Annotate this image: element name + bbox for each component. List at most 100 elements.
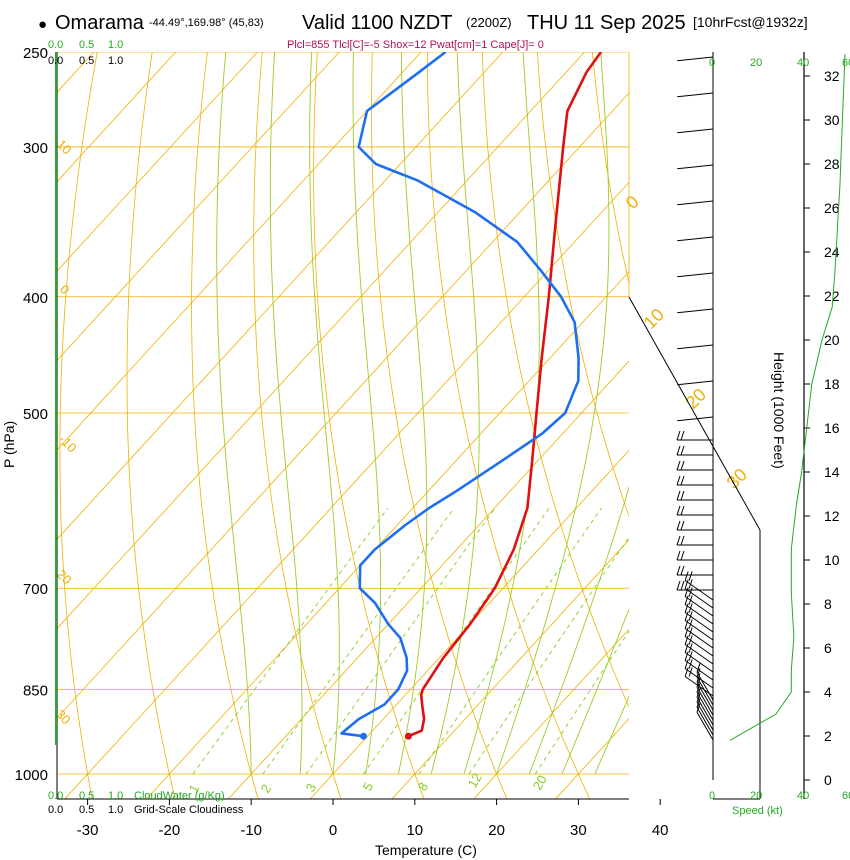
- wind-barb-18: [676, 535, 713, 546]
- moist-adiabat-16: [463, 52, 540, 775]
- wind-barb-8: [677, 344, 714, 350]
- moist-adiabat-label-0: 0: [622, 192, 643, 213]
- wind-barb-38: [696, 678, 714, 716]
- height-tick-8: 8: [824, 596, 832, 612]
- pressure-tick-400: 400: [23, 290, 48, 307]
- cloudwater-label: CloudWater (g/Kg): [134, 790, 225, 802]
- wind-barb-11: [676, 430, 713, 441]
- wind-barb-10: [677, 416, 714, 422]
- station-coords: -44.49°,169.98° (45,83): [149, 17, 264, 29]
- wind-barb-42: [696, 698, 714, 736]
- height-tick-32: 32: [824, 68, 840, 84]
- mixing-ratio-label-8: 8: [415, 780, 432, 794]
- temp-tick-30: 30: [570, 822, 587, 839]
- wind-barb-17: [676, 520, 713, 531]
- temp-tick-40: 40: [652, 822, 669, 839]
- dry-adiabat--10: [191, 52, 259, 799]
- wind-barb-6: [677, 272, 714, 278]
- height-tick-28: 28: [824, 156, 840, 172]
- mixing-ratio-label-20: 20: [530, 772, 550, 792]
- wind-barb-28: [684, 619, 714, 649]
- height-tick-10: 10: [824, 552, 840, 568]
- wind-barb-12: [676, 445, 713, 456]
- y-axis-title: P (hPa): [1, 421, 17, 468]
- cloud-tick-green-bottom-0: 0.0: [48, 790, 63, 802]
- dry-adiabat-70: [645, 31, 850, 800]
- surface-temperature-marker: [404, 732, 412, 740]
- cloud-tick-green-bottom-2: 1.0: [108, 790, 123, 802]
- pressure-tick-850: 850: [23, 682, 48, 699]
- height-tick-24: 24: [824, 244, 840, 260]
- speed-tick-top-3: 60: [842, 57, 850, 69]
- height-tick-20: 20: [824, 332, 840, 348]
- isotherm--60: [57, 52, 504, 540]
- wind-barb-9: [677, 380, 714, 386]
- dry-adiabat-30: [426, 52, 591, 799]
- moist-adiabat-32: [594, 695, 629, 775]
- height-tick-16: 16: [824, 420, 840, 436]
- isotherm-10: [391, 539, 629, 799]
- temp-tick--30: -30: [77, 822, 99, 839]
- speed-axis-title: Speed (kt): [732, 805, 783, 817]
- height-tick-26: 26: [824, 200, 840, 216]
- dry-adiabat--20: [126, 52, 176, 799]
- speed-tick-top-1: 20: [750, 57, 762, 69]
- forecast-info: [10hrFcst@1932z]: [693, 14, 808, 30]
- wind-barb-30: [684, 635, 714, 665]
- dry-adiabat-50: [536, 52, 629, 518]
- wind-barb-21: [676, 580, 713, 591]
- mixing-ratio-label-5: 5: [360, 780, 377, 794]
- mixing-ratio-8: [418, 507, 602, 775]
- height-tick-4: 4: [824, 684, 832, 700]
- isotherm--50: [57, 52, 585, 630]
- speed-scale: 0 20 40 60 0 20 40 60 Speed (kt): [709, 57, 850, 817]
- cloud-tick-black-bottom-1: 0.5: [79, 804, 94, 816]
- moist-adiabat-label-10: 10: [640, 305, 668, 333]
- moist-adiabat--4: [269, 52, 303, 775]
- wind-barb-24: [684, 587, 714, 617]
- wind-barb-43: [696, 703, 714, 741]
- temperature-line: [407, 52, 603, 738]
- wind-barb-25: [684, 595, 714, 625]
- cloud-tick-black-2: 1.0: [108, 55, 123, 67]
- moist-adiabat-4: [352, 52, 382, 775]
- isotherm--80: [57, 52, 340, 362]
- cloud-tick-green-bottom-1: 0.5: [79, 790, 94, 802]
- isotherm--100: [57, 52, 176, 183]
- wind-barb-22: [684, 571, 714, 601]
- wind-barb-26: [684, 603, 714, 633]
- temp-tick-10: 10: [406, 822, 423, 839]
- wind-barb-41: [696, 693, 714, 731]
- wind-barb-35: [696, 663, 714, 701]
- pressure-tick-300: 300: [23, 140, 48, 157]
- moist-adiabat--10: [216, 52, 252, 775]
- height-axis-title: Height (1000 Feet): [771, 352, 787, 469]
- wind-barb-15: [676, 490, 713, 501]
- temp-tick--10: -10: [240, 822, 262, 839]
- isotherm-0: [309, 449, 629, 799]
- mixing-ratio-label-3: 3: [303, 781, 320, 795]
- isotherm--90: [57, 52, 258, 272]
- mixing-ratio-label-2: 2: [258, 782, 275, 796]
- mixing-ratio-3: [305, 507, 496, 775]
- height-tick-0: 0: [824, 772, 832, 788]
- dry-adiabat-0: [253, 52, 342, 799]
- wind-barb-4: [677, 200, 714, 206]
- height-tick-12: 12: [824, 508, 840, 524]
- mixing-ratio-5: [363, 507, 550, 775]
- utc-time: (2200Z): [466, 15, 512, 30]
- pressure-tick-700: 700: [23, 581, 48, 598]
- x-axis-title: Temperature (C): [375, 842, 477, 858]
- sounding-params: Plcl=855 Tlcl[C]=-5 Shox=12 Pwat[cm]=1 C…: [287, 39, 544, 51]
- temp-tick-0: 0: [329, 822, 337, 839]
- profiles: [340, 52, 603, 740]
- wind-barb-14: [676, 475, 713, 486]
- temp-tick-20: 20: [488, 822, 505, 839]
- speed-tick-top-2: 40: [797, 57, 809, 69]
- surface-dewpoint-marker: [359, 732, 367, 740]
- speed-tick-bottom-3: 60: [842, 790, 850, 802]
- moist-adiabat-8: [397, 52, 428, 775]
- station-name: Omarama: [55, 12, 145, 34]
